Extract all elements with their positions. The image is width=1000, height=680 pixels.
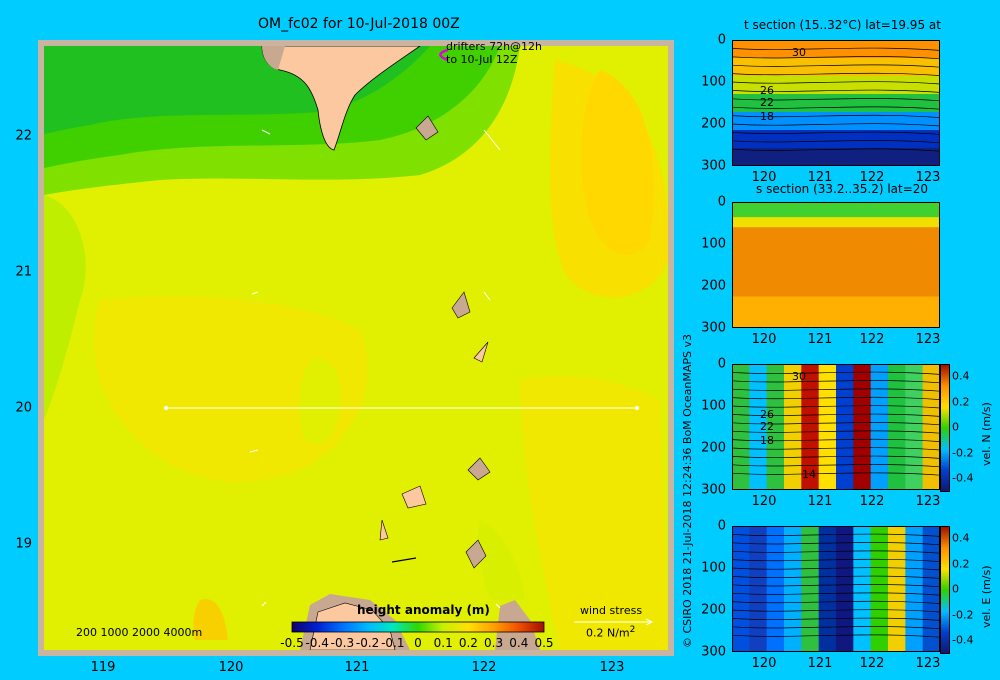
section-x-tick: 121: [807, 332, 833, 347]
colorbar-tick: 0: [414, 636, 422, 650]
drifter-marker: [439, 48, 449, 62]
section-plot-1: [732, 40, 940, 166]
colorbar-tick: 0.1: [433, 636, 453, 650]
section-y-tick: 300: [701, 644, 726, 660]
section-x-tick: 123: [915, 656, 941, 671]
section-x-tick: 123: [915, 494, 941, 509]
section-y-tick: 100: [701, 74, 726, 90]
velocity-colorbar: [940, 526, 950, 654]
colorbar-tick: 0.2: [458, 636, 478, 650]
section-x-tick: 123: [915, 170, 941, 185]
section-y-tick: 100: [701, 560, 726, 576]
map-y-tick: 20: [15, 400, 32, 416]
section-y-tick: 200: [701, 602, 726, 618]
section-x-tick: 122: [859, 332, 885, 347]
credit-text: © CSIRO 2018 21-Jul-2018 12:24:36 BoM Oc…: [681, 334, 694, 648]
colorbar-tick: -0.4: [305, 636, 329, 650]
colorbar-tick: -0.3: [330, 636, 355, 650]
contour-label: 22: [760, 420, 774, 433]
section-y-tick: 300: [701, 482, 726, 498]
velocity-colorbar-tick: 0.2: [952, 395, 970, 408]
section-plot-4: [732, 526, 940, 652]
section-y-tick: 0: [717, 518, 726, 534]
map-title: OM_fc02 for 10-Jul-2018 00Z: [258, 16, 460, 32]
section-y-tick: 100: [701, 236, 726, 252]
colorbar-tick: 0.5: [534, 636, 554, 650]
section-y-tick: 300: [701, 320, 726, 336]
velocity-colorbar-tick: -0.2: [952, 608, 974, 621]
velocity-colorbar-tick: 0: [952, 582, 959, 596]
section-x-tick: 121: [807, 656, 833, 671]
section-plot-3: [732, 364, 940, 490]
velocity-colorbar-tick: -0.4: [952, 471, 974, 485]
velocity-colorbar-tick: 0.4: [952, 531, 970, 545]
sea-level-map: [38, 40, 674, 656]
height-anomaly-field: [44, 46, 668, 650]
section-title: s section (33.2..35.2) lat=20: [756, 182, 929, 196]
section-x-tick: 122: [859, 494, 885, 509]
map-y-tick: 21: [15, 264, 32, 280]
drifters-label-2: to 10-Jul 12Z: [446, 53, 518, 66]
wind-stress-label: wind stress: [580, 604, 643, 617]
contour-label: 22: [760, 96, 774, 109]
velocity-colorbar-tick: 0: [952, 420, 959, 434]
section-x-tick: 121: [807, 494, 833, 509]
section-y-tick: 200: [701, 116, 726, 132]
drifters-label-1: drifters 72h@12h: [446, 40, 543, 53]
velocity-colorbar-tick: 0.2: [952, 557, 970, 570]
section-y-tick: 100: [701, 398, 726, 414]
section-y-tick: 200: [701, 278, 726, 294]
map-x-tick: 121: [344, 660, 370, 675]
colorbar-tick: -0.2: [355, 636, 380, 650]
map-x-tick: 120: [218, 660, 244, 675]
section-x-tick: 122: [859, 656, 885, 671]
contour-label: 18: [760, 434, 774, 447]
height-anomaly-colorbar: [291, 621, 545, 633]
section-x-tick: 121: [807, 170, 833, 185]
colorbar-tick: -0.5: [280, 636, 304, 650]
section-y-tick: 0: [717, 194, 726, 210]
section-x-tick: 120: [751, 332, 777, 347]
velocity-colorbar-tick: -0.2: [952, 446, 974, 459]
contour-label: 30: [792, 46, 806, 59]
contour-label: 30: [792, 370, 806, 383]
velocity-colorbar-label: vel. N (m/s): [980, 402, 993, 466]
contour-label: 26: [760, 84, 774, 97]
contour-label: 14: [802, 468, 816, 481]
colorbar-tick: 0.4: [509, 636, 529, 650]
section-x-tick: 120: [751, 170, 777, 185]
section-y-tick: 0: [717, 356, 726, 372]
contour-label: 26: [760, 408, 774, 421]
velocity-colorbar-tick: -0.4: [952, 633, 974, 647]
section-plot-2: [732, 202, 940, 328]
depth-legend: 200 1000 2000 4000m: [76, 626, 203, 639]
taiwan-land: [261, 46, 421, 151]
map-y-tick: 22: [15, 128, 32, 144]
contour-label: 18: [760, 110, 774, 123]
section-x-tick: 120: [751, 656, 777, 671]
colorbar-tick: 0.3: [484, 636, 504, 650]
map-x-tick: 123: [599, 660, 625, 675]
map-y-tick: 19: [15, 536, 32, 552]
wind-scale-label: 0.2 N/m2: [586, 625, 636, 640]
velocity-colorbar-tick: 0.4: [952, 369, 970, 383]
colorbar-tick: -0.1: [381, 636, 405, 650]
velocity-colorbar: [940, 364, 950, 492]
section-y-tick: 300: [701, 158, 726, 174]
map-x-tick: 122: [471, 660, 497, 675]
section-x-tick: 123: [915, 332, 941, 347]
colorbar-title: height anomaly (m): [357, 603, 490, 617]
section-x-tick: 122: [859, 170, 885, 185]
section-y-tick: 200: [701, 440, 726, 456]
section-x-tick: 120: [751, 494, 777, 509]
section-title: t section (15..32°C) lat=19.95 at: [744, 18, 941, 32]
map-x-tick: 119: [90, 660, 116, 675]
section-y-tick: 0: [717, 32, 726, 48]
velocity-colorbar-label: vel. E (m/s): [980, 565, 993, 628]
